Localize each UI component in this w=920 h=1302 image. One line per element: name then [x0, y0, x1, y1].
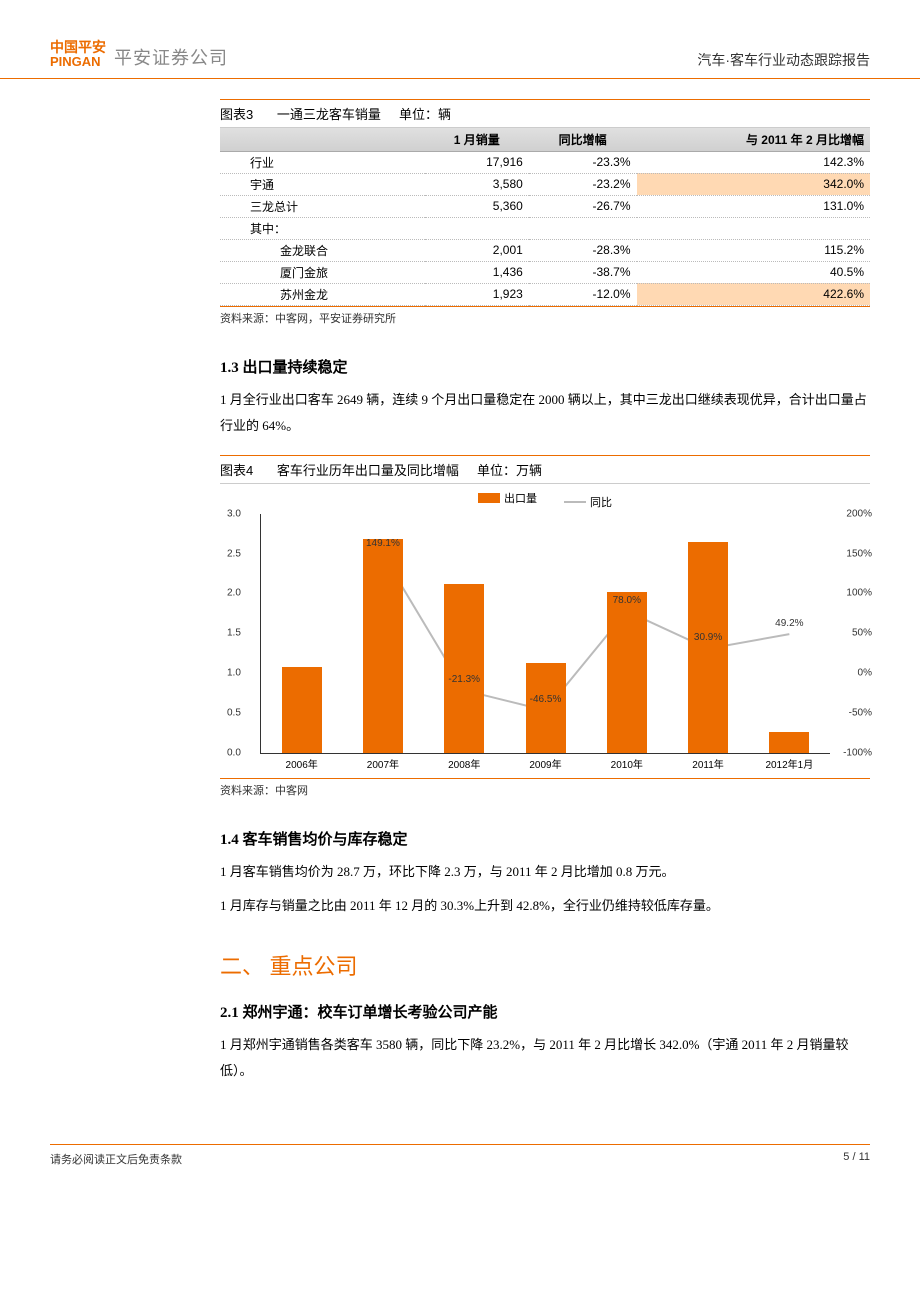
chart-point-label: 30.9% — [694, 632, 722, 643]
logo: 中国平安 PINGAN 平安证券公司 — [50, 40, 228, 70]
table3-label: 图表3 — [220, 107, 253, 122]
chart-bar — [769, 732, 809, 753]
chart4-plot: 0.00.51.01.52.02.53.0-100%-50%0%50%100%1… — [260, 514, 830, 754]
chart-point-label: -46.5% — [530, 694, 562, 705]
chart-bar — [282, 667, 322, 753]
logo-en: PINGAN — [50, 55, 106, 69]
chart-x-label: 2012年1月 — [759, 756, 819, 771]
table-row: 宇通3,580-23.2%342.0% — [220, 173, 870, 195]
sec-1-3-heading: 1.3 出口量持续稳定 — [220, 356, 870, 377]
table3-name: 一通三龙客车销量 — [277, 107, 381, 122]
chart4-label: 图表4 — [220, 463, 253, 478]
sec-1-4-heading: 1.4 客车销售均价与库存稳定 — [220, 828, 870, 849]
footer-right: 5 / 11 — [843, 1151, 870, 1167]
doc-title: 汽车·客车行业动态跟踪报告 — [697, 50, 870, 70]
table-row: 行业17,916-23.3%142.3% — [220, 151, 870, 173]
table-row: 其中： — [220, 217, 870, 239]
sec-1-4-p2: 1 月库存与销量之比由 2011 年 12 月的 30.3%上升到 42.8%，… — [220, 893, 870, 919]
chart-x-label: 2009年 — [516, 756, 576, 771]
page-header: 中国平安 PINGAN 平安证券公司 汽车·客车行业动态跟踪报告 — [0, 0, 920, 79]
table-row: 金龙联合2,001-28.3%115.2% — [220, 239, 870, 261]
table-row: 苏州金龙1,923-12.0%422.6% — [220, 283, 870, 305]
table-row: 厦门金旅1,436-38.7%40.5% — [220, 261, 870, 283]
page-footer: 请务必阅读正文后免责条款 5 / 11 — [50, 1144, 870, 1207]
sec-1-3-body: 1 月全行业出口客车 2649 辆，连续 9 个月出口量稳定在 2000 辆以上… — [220, 387, 870, 439]
chart-x-label: 2007年 — [353, 756, 413, 771]
logo-company: 平安证券公司 — [114, 44, 228, 70]
footer-left: 请务必阅读正文后免责条款 — [50, 1151, 182, 1167]
chart-bar — [526, 663, 566, 753]
chart-bar — [688, 542, 728, 753]
chart-point-label: -21.3% — [448, 674, 480, 685]
chart-x-label: 2008年 — [434, 756, 494, 771]
sec-2-1-body: 1 月郑州宇通销售各类客车 3580 辆，同比下降 23.2%，与 2011 年… — [220, 1032, 870, 1084]
chart-bar — [363, 539, 403, 753]
chart-point-label: 149.1% — [366, 538, 400, 549]
chart4-name: 客车行业历年出口量及同比增幅 — [277, 463, 459, 478]
chart4-legend: 出口量 同比 — [220, 490, 870, 510]
chart4-unit: 单位：万辆 — [477, 463, 542, 478]
chart-point-label: 49.2% — [775, 618, 803, 629]
table3-source: 资料来源：中客网，平安证券研究所 — [220, 306, 870, 326]
chart-bar — [444, 584, 484, 753]
chart-x-label: 2006年 — [272, 756, 332, 771]
chart4-source: 资料来源：中客网 — [220, 778, 870, 798]
legend-bar: 出口量 — [504, 490, 537, 506]
table3-title: 图表3 一通三龙客车销量 单位：辆 — [220, 99, 870, 128]
chart-bar — [607, 592, 647, 753]
chart4: 出口量 同比 0.00.51.01.52.02.53.0-100%-50%0%5… — [220, 490, 870, 778]
chart-x-label: 2011年 — [678, 756, 738, 771]
logo-cn: 中国平安 — [50, 40, 106, 55]
sec-2-heading: 二、 重点公司 — [220, 949, 870, 981]
chart-x-label: 2010年 — [597, 756, 657, 771]
table3: 1 月销量同比增幅与 2011 年 2 月比增幅 行业17,916-23.3%1… — [220, 128, 870, 306]
chart-point-label: 78.0% — [613, 595, 641, 606]
sec-2-1-heading: 2.1 郑州宇通：校车订单增长考验公司产能 — [220, 1001, 870, 1022]
table3-unit: 单位：辆 — [399, 107, 451, 122]
sec-1-4-p1: 1 月客车销售均价为 28.7 万，环比下降 2.3 万，与 2011 年 2 … — [220, 859, 870, 885]
legend-line: 同比 — [590, 494, 612, 510]
table-row: 三龙总计5,360-26.7%131.0% — [220, 195, 870, 217]
chart4-title: 图表4 客车行业历年出口量及同比增幅 单位：万辆 — [220, 455, 870, 484]
